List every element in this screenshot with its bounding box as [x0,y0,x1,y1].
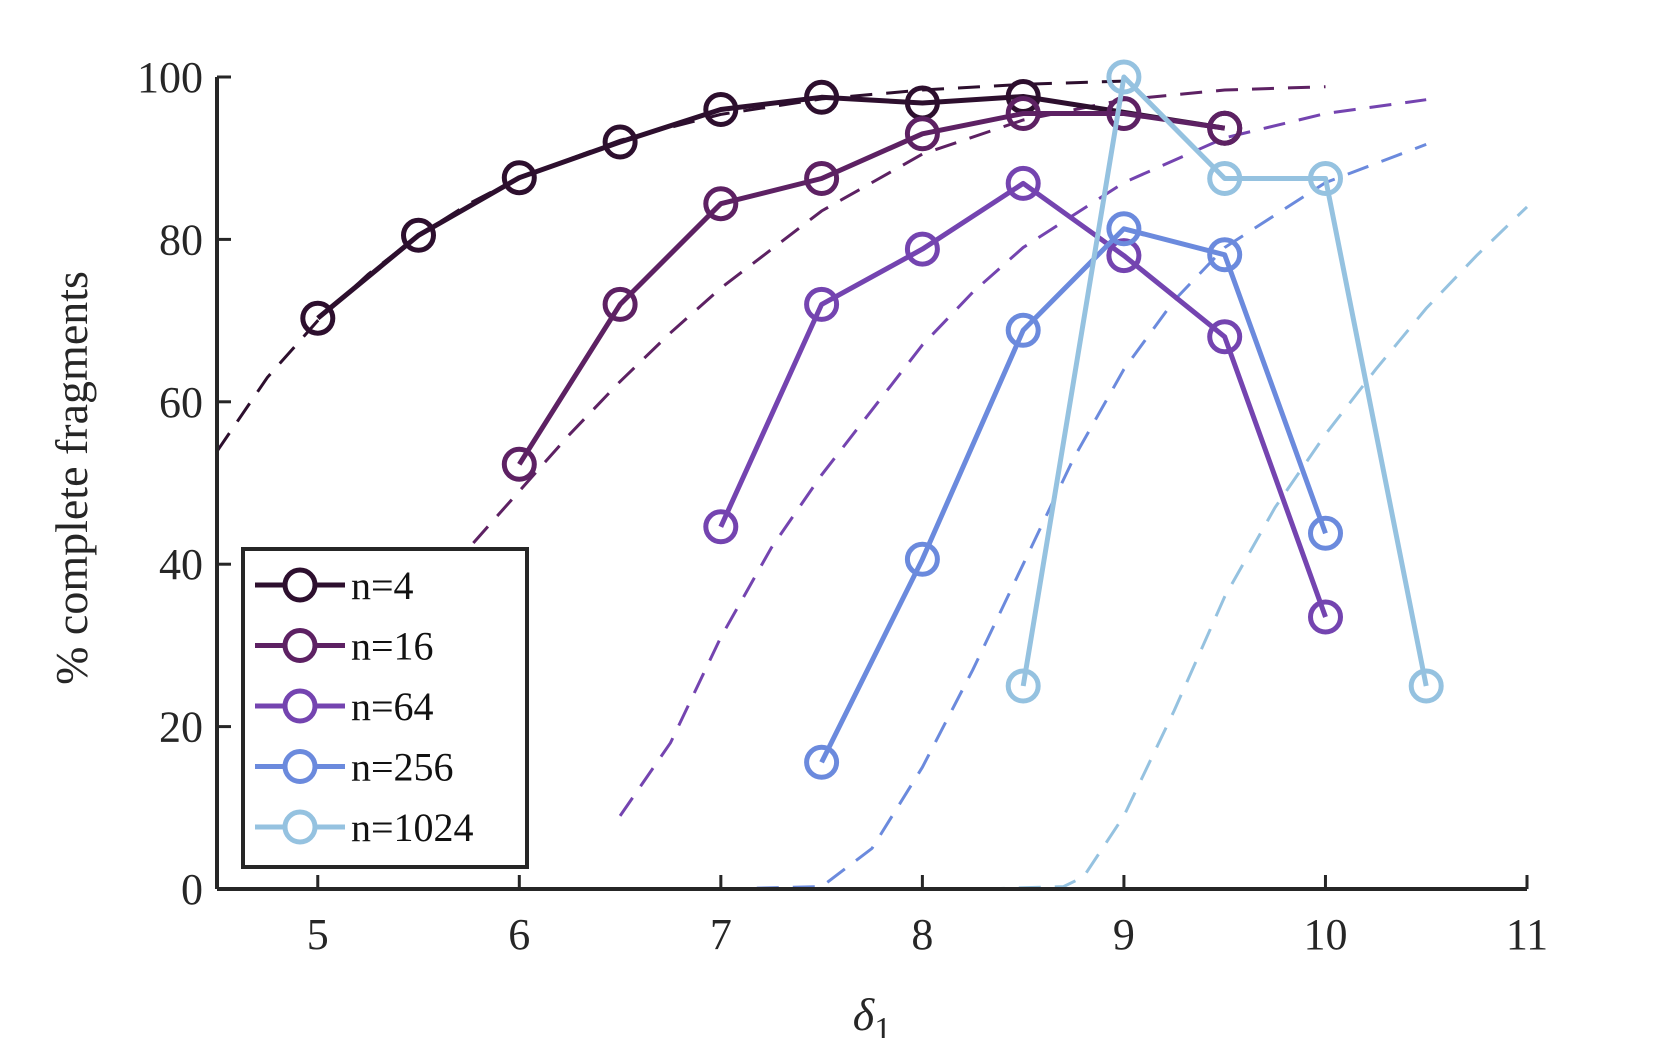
legend-marker [282,628,318,663]
x-tick-label: 10 [1303,910,1347,959]
fit-curve-n=64 [618,98,1427,817]
series-line [718,180,1328,618]
data-point [904,541,940,577]
fit-curve-n=256 [720,142,1427,891]
x-axis-title: δ1 [853,989,891,1038]
data-point [1005,96,1041,131]
legend-marker [282,809,318,845]
data-point [501,446,537,482]
data-point [1308,515,1343,551]
y-tick-label: 100 [137,53,203,102]
x-tick-label: 8 [911,910,933,959]
y-tick-label: 0 [181,865,203,914]
data-point [1207,319,1243,355]
data-point [904,231,940,267]
fit-curve-n=1024 [982,205,1529,891]
legend-label: n=1024 [351,805,474,850]
series-n=4 [300,79,1243,336]
data-point [602,286,638,322]
data-point [1005,312,1041,348]
series-n=1024 [1005,59,1444,704]
legend-marker [282,567,318,603]
fit-curve-n=16 [367,85,1326,643]
legend: n=4 n=16 n=64 n=256 n=1024 [241,547,529,869]
x-tick-label: 11 [1506,910,1548,959]
series-layer [300,59,1444,780]
data-point [804,79,840,115]
series-n=256 [804,211,1343,780]
data-point [1408,668,1444,704]
data-point [804,744,840,780]
data-point [501,160,537,196]
series-line [1020,74,1429,687]
legend-marker [282,688,318,724]
data-point [1005,165,1041,201]
series-line [819,226,1328,764]
data-point [703,92,739,127]
legend-entry: n=1024 [255,805,474,850]
series-n=64 [703,165,1343,635]
legend-label: n=16 [351,624,434,669]
x-tick-label: 7 [710,910,732,959]
data-point [703,509,739,545]
data-point [804,286,840,322]
x-tick-label: 5 [307,910,329,959]
data-point [904,116,940,152]
legend-label: n=4 [351,563,414,608]
series-line [316,94,1226,321]
legend-entry: n=4 [255,563,414,608]
data-point [300,300,336,336]
x-axis-title-symbol: δ [853,989,875,1038]
x-tick-label: 9 [1113,910,1135,959]
data-point [1106,238,1142,274]
data-point [602,124,638,160]
data-point [1207,237,1243,273]
data-point [1106,96,1142,131]
data-point [703,186,739,222]
data-point [1308,599,1343,635]
data-point [1308,161,1343,196]
series-n=16 [501,96,1243,482]
fit-curve-n=4 [215,79,1124,453]
data-point [1106,211,1142,247]
data-point [1207,161,1243,196]
data-point [1207,110,1243,146]
data-point [401,217,436,253]
y-tick-label: 80 [159,215,203,264]
data-point [1106,59,1142,95]
y-tick-label: 60 [159,378,203,427]
data-point [1005,668,1041,704]
y-tick-label: 40 [159,540,203,589]
legend-label: n=256 [351,745,454,790]
x-axis-title-subscript: 1 [874,1011,891,1038]
legend-label: n=64 [351,684,434,729]
axes [215,77,1527,891]
ticks: 5 6 7 8 9 10 11 0 20 40 60 80 100 [137,53,1548,959]
y-tick-label: 20 [159,703,203,752]
y-axis-title: % complete fragments [46,271,97,685]
x-tick-label: 6 [508,910,530,959]
legend-marker [282,749,318,784]
data-point [804,161,840,196]
legend-entry: n=64 [255,684,434,729]
legend-entry: n=16 [255,624,434,669]
legend-entry: n=256 [255,745,454,790]
